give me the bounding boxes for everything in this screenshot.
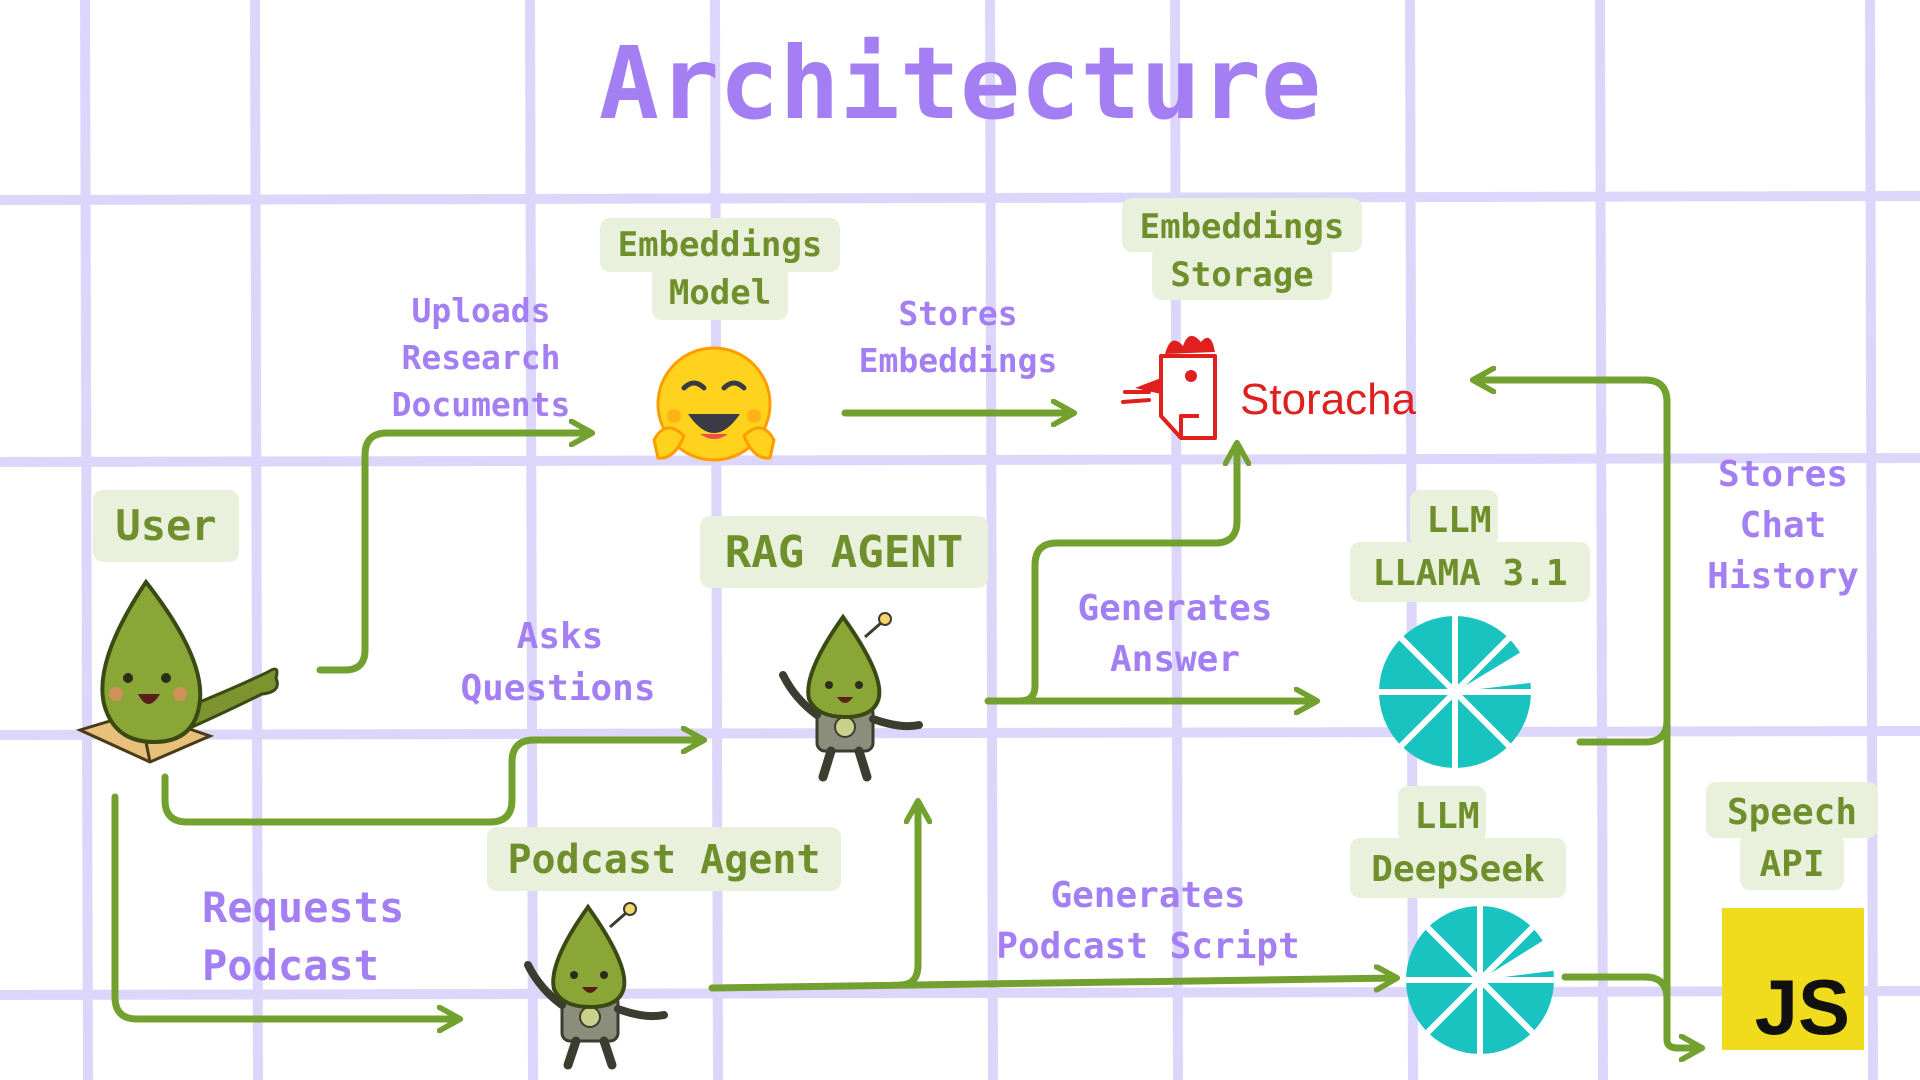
node-speech-api-label: Speech API [1706, 782, 1878, 890]
edge-llama-to-storage [1475, 380, 1671, 746]
edge-deepseek-to-speech-api [1561, 973, 1700, 1048]
requests-line1: Requests [202, 883, 404, 932]
edge-podcast-agent-to-deepseek [708, 978, 1395, 988]
flow-lines [111, 380, 1700, 1048]
stores-embeddings-line1: Stores [898, 294, 1017, 333]
node-rag-agent-label: RAG AGENT [700, 516, 988, 588]
node-llm-llama-label: LLM LLAMA 3.1 [1350, 490, 1590, 602]
speech-api-line1: Speech [1727, 792, 1857, 833]
node-user: User [93, 490, 239, 562]
stores-embeddings-line2: Embeddings [859, 341, 1058, 380]
javascript-logo-icon: JS [1722, 908, 1864, 1051]
edge-label-uploads: Uploads Research Documents [392, 291, 571, 424]
user-mascot-icon [75, 578, 279, 764]
rag-agent-robot-icon [779, 612, 923, 782]
user-label: User [115, 501, 216, 550]
edge-user-to-embeddings-model [316, 433, 590, 674]
speech-api-line2: API [1759, 844, 1824, 885]
deepseek-pinwheel-icon [1400, 900, 1560, 1060]
podcast-agent-robot-icon [524, 902, 668, 1070]
asks-line2: Questions [460, 668, 655, 709]
rooster-icon [1121, 335, 1217, 440]
embeddings-model-line1: Embeddings [618, 225, 823, 265]
hugging-face-icon [652, 346, 776, 462]
embeddings-storage-line2: Storage [1170, 255, 1313, 295]
js-badge-text: JS [1755, 963, 1850, 1051]
generates-script-line1: Generates [1050, 875, 1245, 916]
stores-chat-line3: History [1707, 556, 1859, 597]
edge-rag-agent-to-storage [1016, 445, 1237, 705]
node-llm-deepseek-label: LLM DeepSeek [1350, 786, 1566, 898]
storacha-brand: Storacha [1240, 375, 1417, 424]
generates-answer-line2: Answer [1110, 639, 1240, 680]
llm-deepseek-line1: LLM [1414, 796, 1479, 837]
requests-line2: Podcast [202, 941, 379, 990]
llm-llama-line2: LLAMA 3.1 [1372, 553, 1567, 594]
edge-label-stores-chat: Stores Chat History [1707, 454, 1859, 597]
node-embeddings-storage-label: Embeddings Storage [1122, 198, 1362, 300]
uploads-line2: Research [402, 338, 561, 377]
uploads-line3: Documents [392, 385, 571, 424]
stores-chat-line1: Stores [1718, 454, 1848, 495]
node-embeddings-model-label: Embeddings Model [600, 218, 840, 320]
edge-label-asks: Asks Questions [460, 616, 655, 709]
uploads-line1: Uploads [411, 291, 550, 330]
llm-deepseek-line2: DeepSeek [1371, 849, 1545, 890]
embeddings-model-line2: Model [669, 273, 771, 313]
embeddings-storage-line1: Embeddings [1140, 207, 1345, 247]
edge-podcast-agent-to-rag-agent [896, 803, 918, 989]
diagram-title: Architecture [599, 25, 1321, 142]
generates-script-line2: Podcast Script [996, 926, 1299, 967]
generates-answer-line1: Generates [1077, 588, 1272, 629]
storacha-logo: Storacha [1121, 335, 1417, 440]
edge-label-generates-answer: Generates Answer [1077, 588, 1272, 680]
edge-user-to-rag-agent [161, 740, 702, 826]
llama-pinwheel-icon [1373, 610, 1537, 774]
podcast-agent-label: Podcast Agent [507, 837, 820, 883]
asks-line1: Asks [517, 616, 604, 657]
edge-label-stores-embeddings: Stores Embeddings [859, 294, 1058, 380]
edge-label-requests: Requests Podcast [202, 883, 404, 990]
node-podcast-agent-label: Podcast Agent [487, 827, 841, 891]
rag-agent-label: RAG AGENT [725, 527, 963, 578]
edge-label-generates-script: Generates Podcast Script [996, 875, 1299, 967]
stores-chat-line2: Chat [1740, 505, 1827, 546]
edge-user-to-podcast-agent [111, 793, 458, 1019]
llm-llama-line1: LLM [1426, 500, 1491, 541]
